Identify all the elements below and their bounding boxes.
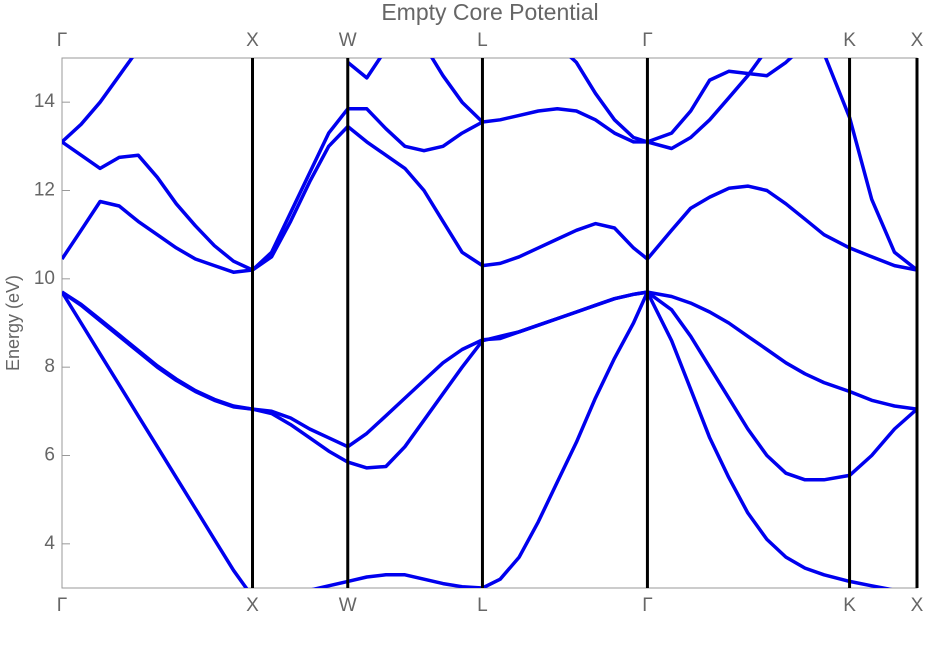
x-tick-label: X [911,595,924,616]
x-tick-label-top: W [339,30,357,51]
band-line [62,290,917,449]
x-tick-label: K [843,595,856,616]
x-tick-label: X [246,595,259,616]
x-tick-label: Γ [642,595,652,616]
band-line [62,58,763,272]
y-tick-label: 6 [44,445,55,466]
x-tick-label: L [477,595,488,616]
x-tick-label-top: X [246,30,259,51]
band-line [62,290,893,588]
plot-area [62,58,917,588]
y-tick-label: 14 [34,91,56,112]
y-axis-label: Energy (eV) [3,275,23,371]
y-tick-label: 10 [34,268,55,289]
x-tick-label-top: X [911,30,924,51]
x-tick-label-top: K [843,30,856,51]
x-tick-label-top: Γ [642,30,652,51]
band-line [62,58,917,272]
x-tick-label: W [339,595,357,616]
y-tick-label: 12 [34,180,55,201]
plot-frame [61,57,918,589]
y-tick-label: 4 [44,533,55,554]
x-tick-label-top: Γ [57,30,67,51]
x-tick-label: Γ [57,595,67,616]
band-line [62,124,917,274]
y-tick-label: 8 [44,356,55,377]
chart-title: Empty Core Potential [381,0,598,25]
x-tick-label-top: L [477,30,488,51]
